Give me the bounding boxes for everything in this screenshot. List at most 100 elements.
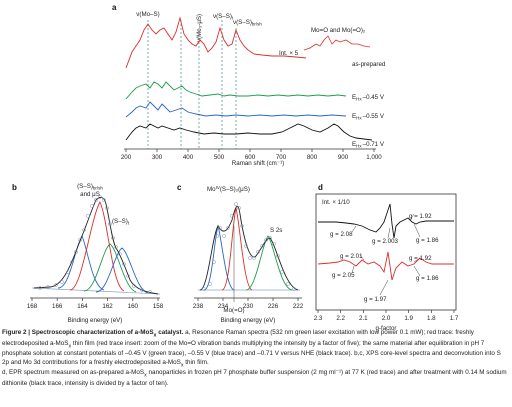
panel-b-data-point [102, 198, 106, 202]
panel-d-tick-label: 2.1 [359, 315, 368, 322]
panel-b-tick-label: 168 [27, 303, 38, 310]
panel-d-label: d [318, 183, 323, 192]
panel-d-xlabel: g-factor [376, 325, 397, 332]
panel-b-data-point [74, 250, 78, 254]
panel-a-x-ticks: 200 300 400 500 600 700 800 900 1,000 [121, 149, 382, 161]
caption-d: d, EPR spectrum measured on as-prepared … [2, 369, 507, 388]
panel-d-x-ticks: 2.3 2.2 2.1 2.0 1.9 1.8 1.7 [314, 310, 459, 322]
panel-d-frame [315, 193, 457, 311]
trace-label-0.71V: EHx–0.71 V [352, 141, 385, 149]
panel-c: c 238 234 230 226 222 Binding energy (eV) Mo… [177, 183, 304, 324]
panel-b-tick-label: 166 [52, 303, 63, 310]
b-fit-1 [57, 234, 105, 291]
panel-b-data-point [60, 280, 64, 284]
panel-c-data-point [215, 234, 219, 238]
panel-c-data-point [248, 256, 252, 260]
c-title: MoIV(S–S)₂(μS) [207, 185, 250, 193]
panel-d-tick-label: 2.2 [336, 315, 345, 322]
trace-inset [303, 35, 371, 51]
trace-label-as-prepared: as-prepared [352, 61, 386, 68]
panel-c-data-point [212, 260, 216, 264]
inset-int-label: Int. × 5 [279, 50, 299, 57]
panel-a-tick-label: 200 [121, 154, 132, 161]
panel-a-tick-label: 300 [152, 154, 163, 161]
d-g-1.86-black: g = 1.86 [416, 237, 439, 244]
trace-label-0.55V: EHx–0.55 V [352, 113, 385, 121]
b-label-brsh: (S–S)br/sh [77, 183, 103, 191]
panel-b-data-point [94, 198, 98, 202]
panel-c-data-point [230, 214, 234, 218]
panel-b-data-point [98, 195, 102, 199]
panel-a-label: a [112, 3, 117, 12]
panel-b-data-point [66, 270, 70, 274]
c-data-points [202, 202, 296, 291]
trace-0.45V [125, 81, 347, 100]
panel-b-data-point [105, 206, 109, 210]
panel-c-data-point [268, 236, 272, 240]
panel-c-tick-label: 226 [268, 303, 279, 310]
panel-c-data-point [260, 244, 264, 248]
panel-d-tick-label: 1.9 [404, 315, 413, 322]
panel-b-data-point [82, 228, 86, 232]
panel-a-tick-label: 400 [183, 154, 194, 161]
d-trace-black [318, 203, 454, 239]
trace-0.71V [125, 123, 373, 141]
panel-a: a 200 300 400 500 600 700 800 900 1,000 Raman sh… [112, 3, 386, 167]
panel-a-tick-label: 700 [276, 154, 287, 161]
panel-a-xlabel: Raman shift (cm⁻¹) [232, 160, 284, 167]
panel-c-data-point [222, 234, 226, 238]
d-g-1.86-red: g = 1.86 [416, 275, 439, 282]
panel-a-tick-label: 500 [214, 154, 225, 161]
panel-a-tick-label: 600 [245, 154, 256, 161]
b-fit-3 [83, 243, 137, 293]
panel-c-data-point [244, 244, 248, 248]
d-g-2.08: g = 2.08 [330, 231, 353, 238]
d-g-1.92-black: g = 1.92 [409, 213, 432, 220]
panel-d-tick-label: 2.0 [382, 315, 391, 322]
panel-b-data-point [90, 204, 94, 208]
b-data-points [38, 195, 152, 294]
panel-c-data-point [256, 250, 260, 254]
panel-b-tick-label: 158 [153, 303, 164, 310]
panel-c-data-point [234, 202, 238, 206]
panel-b-data-point [114, 245, 118, 249]
panel-b-tick-label: 162 [102, 303, 113, 310]
panel-c-data-point [264, 238, 268, 242]
panel-c-data-point [272, 242, 276, 246]
panel-c-data-point [292, 287, 296, 291]
panel-c-label: c [177, 183, 182, 192]
b-label-and-us: and μS [80, 191, 100, 198]
panel-c-data-point [226, 226, 230, 230]
panel-a-tick-label: 800 [307, 154, 318, 161]
panel-c-data-point [280, 270, 284, 274]
d-int-label: Int. × 1/10 [322, 199, 350, 206]
b-fit-2 [69, 200, 125, 292]
panel-c-data-point [286, 282, 290, 286]
panel-c-tick-label: 230 [243, 303, 254, 310]
panel-b-x-ticks: 168 166 164 162 160 158 [27, 298, 164, 310]
panel-c-data-point [208, 282, 212, 286]
panel-d-tick-label: 2.3 [314, 315, 323, 322]
b-envelope [33, 196, 159, 295]
panel-b-data-point [38, 286, 42, 290]
panel-c-data-point [276, 254, 280, 258]
panel-b-data-point [148, 290, 152, 294]
panel-b-tick-label: 160 [128, 303, 139, 310]
label-mo-s: ν(Mo–S) [136, 11, 159, 18]
panel-b-data-point [111, 236, 115, 240]
panel-d-tick-label: 1.7 [450, 315, 459, 322]
d-g-2.05: g = 2.05 [332, 272, 355, 279]
panel-b-data-point [140, 288, 144, 292]
panel-b-data-point [78, 238, 82, 242]
d-g-2.01: g = 2.01 [340, 253, 363, 260]
caption-title: Figure 2 | Spectroscopic characterizatio… [2, 329, 184, 339]
c-fit-1 [203, 224, 235, 291]
panel-c-data-point [240, 224, 244, 228]
inset-label: Mo=O and Mo(=O)₂ [311, 27, 366, 34]
label-s-s-t: ν(S–S)t [213, 13, 234, 21]
c-label-mo-o: Mo(=O) [223, 307, 244, 314]
panel-c-data-point [252, 256, 256, 260]
panel-b-label: b [12, 183, 17, 192]
caption-bc: b,c, XPS core-level spectra and deconvol… [2, 350, 501, 368]
d-pointers [351, 213, 421, 296]
